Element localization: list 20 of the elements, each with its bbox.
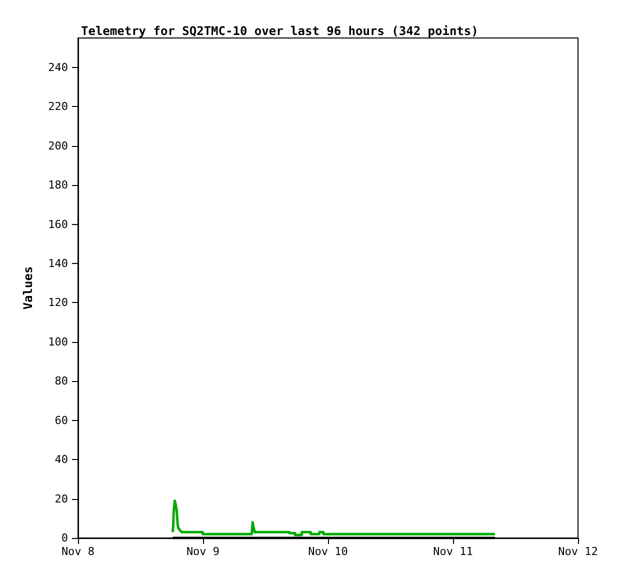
x-tick-label: Nov 10 (308, 545, 348, 558)
y-tick-label: 200 (48, 139, 68, 152)
y-tick-label: 60 (54, 414, 68, 427)
y-tick-label: 20 (54, 492, 68, 506)
y-tick-label: 240 (48, 60, 68, 74)
chart-title: Telemetry for SQ2TMC-10 over last 96 hours (342 points) (81, 24, 478, 38)
y-tick-label: 0 (61, 532, 68, 544)
x-tick-label: Nov 8 (61, 545, 95, 558)
x-tick-label: Nov 12 (558, 545, 598, 558)
y-tick-label: 160 (48, 218, 68, 231)
y-tick-label: 120 (48, 296, 68, 310)
y-tick-label: 140 (48, 256, 68, 270)
x-tick-label: Nov 9 (186, 545, 220, 558)
y-tick-label: 100 (48, 335, 68, 348)
y-axis-title: Values (21, 266, 35, 310)
y-tick-label: 80 (54, 374, 68, 388)
y-tick-label: 40 (54, 453, 68, 466)
x-tick-label: Nov 11 (433, 545, 473, 558)
y-tick-label: 220 (48, 100, 68, 114)
y-tick-label: 180 (48, 178, 68, 192)
